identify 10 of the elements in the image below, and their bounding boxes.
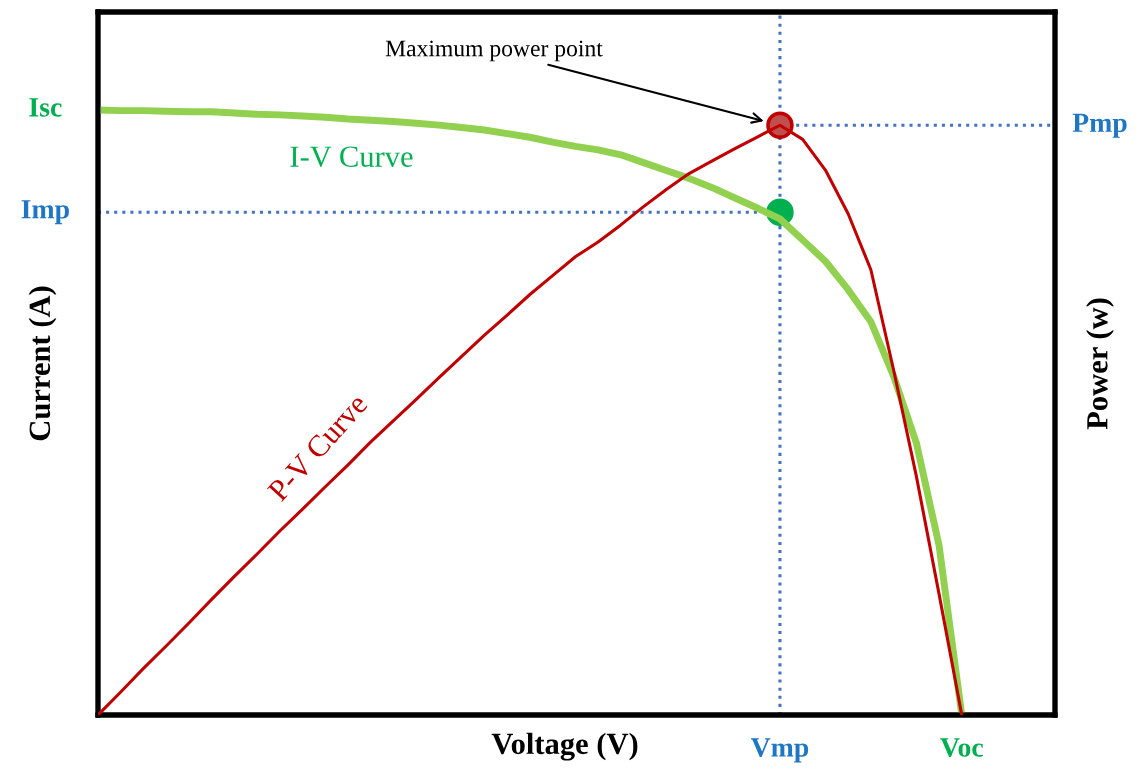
text: Isc <box>29 98 62 117</box>
x-tick-label: Voc <box>940 738 983 757</box>
y-axis-title: Current (A) <box>28 286 57 441</box>
x-tick-label: Vmp <box>750 738 809 763</box>
y2-axis-title: Power (w) <box>1086 298 1114 430</box>
text: Pmp <box>1072 113 1127 138</box>
x-axis-title: Voltage (V) <box>491 732 638 761</box>
text: Maximum power point <box>385 40 603 62</box>
text: Imp <box>21 200 69 225</box>
series-label: I-V Curve <box>290 146 413 168</box>
